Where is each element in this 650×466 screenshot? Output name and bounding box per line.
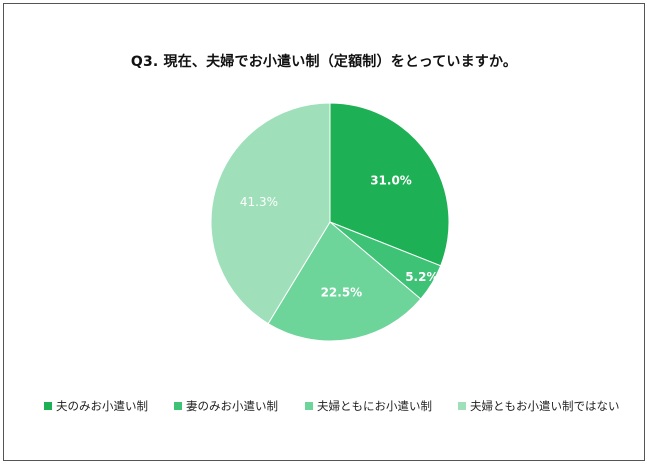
legend-label-wife-only: 妻のみお小遣い制	[186, 399, 278, 413]
legend-swatch-neither	[458, 402, 466, 410]
legend-swatch-husband-only	[44, 402, 52, 410]
legend-label-both: 夫婦ともにお小遣い制	[317, 399, 432, 413]
legend-item-both: 夫婦ともにお小遣い制	[305, 398, 432, 414]
legend-item-neither: 夫婦ともお小遣い制ではない	[458, 398, 620, 414]
legend-swatch-wife-only	[174, 402, 182, 410]
chart-title: Q3. 現在、夫婦でお小遣い制（定額制）をとっていますか。	[130, 54, 518, 70]
pie-slice-both	[267, 221, 422, 342]
legend-label-husband-only: 夫のみお小遣い制	[56, 399, 148, 413]
data-label-husband-only: 31.0%	[370, 174, 412, 188]
legend-label-neither: 夫婦ともお小遣い制ではない	[470, 399, 620, 413]
legend-item-wife-only: 妻のみお小遣い制	[174, 398, 278, 414]
legend-swatch-both	[305, 402, 313, 410]
pie-slice-neither	[210, 102, 331, 325]
data-label-wife-only: 5.2%	[405, 270, 438, 284]
legend-item-husband-only: 夫のみお小遣い制	[44, 398, 148, 414]
data-label-both: 22.5%	[321, 285, 363, 299]
pie-slice-husband-only	[329, 102, 450, 267]
data-label-neither: 41.3%	[240, 195, 278, 209]
